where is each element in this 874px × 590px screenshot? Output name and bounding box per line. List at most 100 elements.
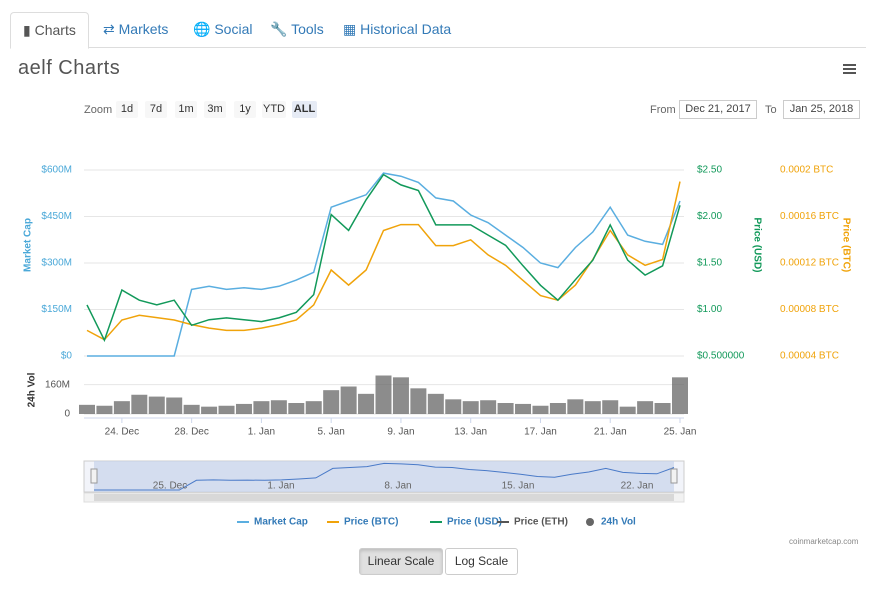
y-tick-label: 0.00012 BTC <box>780 258 839 269</box>
x-tick-label: 24. Dec <box>105 427 139 438</box>
volume-bar <box>288 403 305 414</box>
y-tick-label: $1.00 <box>697 304 722 315</box>
volume-bar <box>515 403 532 414</box>
volume-bar <box>235 403 252 414</box>
x-tick-label: 25. Jan <box>664 427 697 438</box>
navigator-label: 22. Jan <box>621 481 654 492</box>
volume-bar <box>532 405 549 414</box>
navigator-line <box>94 462 675 491</box>
volume-bar <box>201 406 218 414</box>
x-tick-label: 5. Jan <box>318 427 345 438</box>
y-tick-label: $1.50 <box>697 258 722 269</box>
x-tick-label: 28. Dec <box>174 427 208 438</box>
tab[interactable]: ▮ Charts <box>10 12 89 49</box>
y-tick-label: $600M <box>41 165 72 176</box>
scrollbar-thumb <box>94 494 674 501</box>
navigator-label: 8. Jan <box>384 481 411 492</box>
zoom-button[interactable]: 1m <box>175 101 197 118</box>
navigator-handle <box>670 468 678 484</box>
tab-bar: ▮ Charts ⇄ Markets 🌐 Social 🔧 Tools ▦ Hi… <box>10 12 866 49</box>
series-line <box>86 173 681 343</box>
tab[interactable]: 🔧 Tools <box>270 21 324 37</box>
credits: coinmarketcap.com <box>789 537 859 546</box>
tab-label: Historical Data <box>360 21 452 37</box>
y-tick-label: 160M <box>45 379 70 390</box>
series-line <box>86 181 681 341</box>
tab[interactable]: ⇄ Markets <box>103 21 169 37</box>
series-line <box>87 172 681 357</box>
volume-bar <box>672 377 688 414</box>
legend-symbol <box>586 518 594 526</box>
zoom-button[interactable]: 7d <box>145 101 167 118</box>
volume-bar <box>445 399 462 414</box>
scale-button[interactable]: Log Scale <box>445 548 518 575</box>
from-input[interactable]: Dec 21, 2017 <box>679 100 757 119</box>
volume-bar <box>567 399 584 414</box>
volume-bar <box>584 401 601 414</box>
x-tick-label: 17. Jan <box>524 427 557 438</box>
axis-title: Price (USD) <box>751 217 762 272</box>
zoom-button[interactable]: 3m <box>204 101 226 118</box>
volume-bar <box>270 400 287 414</box>
legend-entry[interactable]: 24h Vol <box>601 517 636 528</box>
volume-bar <box>602 400 619 414</box>
y-tick-label: 0.00016 BTC <box>780 211 839 222</box>
zoom-button[interactable]: 1y <box>234 101 256 118</box>
from-label: From <box>650 104 676 116</box>
volume-bar <box>375 375 392 414</box>
to-input[interactable]: Jan 25, 2018 <box>783 100 860 119</box>
scale-button[interactable]: Linear Scale <box>359 548 443 575</box>
volume-bar <box>480 400 497 414</box>
volume-bar <box>654 403 671 414</box>
legend-entry[interactable]: Price (BTC) <box>344 517 398 528</box>
volume-bar <box>96 405 113 414</box>
x-tick-label: 13. Jan <box>454 427 487 438</box>
y-tick-label: $450M <box>41 211 72 222</box>
volume-bar <box>549 403 566 414</box>
y-tick-label: $2.00 <box>697 211 722 222</box>
zoom-button[interactable]: ALL <box>292 101 317 118</box>
navigator-label: 15. Jan <box>502 481 535 492</box>
y-tick-label: $0 <box>61 351 73 362</box>
legend-entry[interactable]: Market Cap <box>254 517 308 528</box>
volume-bar <box>305 401 322 414</box>
volume-bar <box>340 386 357 414</box>
y-tick-label: 0 <box>64 409 70 420</box>
navigator-handle <box>90 468 98 484</box>
tab-label: Markets <box>118 21 169 37</box>
tab[interactable]: 🌐 Social <box>193 21 253 37</box>
axis-title: Market Cap <box>23 218 34 272</box>
legend-entry[interactable]: Price (ETH) <box>514 517 568 528</box>
y-tick-label: $2.50 <box>697 165 722 176</box>
axis-title: Price (BTC) <box>840 218 851 272</box>
menu-icon[interactable] <box>843 64 856 74</box>
navigator-selection <box>94 461 674 492</box>
tab-label: Charts <box>34 22 76 38</box>
y-tick-label: 0.00008 BTC <box>780 304 839 315</box>
volume-bar <box>462 401 479 414</box>
volume-bar <box>497 403 514 414</box>
navigator-label: 25. Dec <box>153 481 187 492</box>
tab-label: Tools <box>291 21 324 37</box>
legend-entry[interactable]: Price (USD) <box>447 517 502 528</box>
y-tick-label: $0.500000 <box>697 351 745 362</box>
volume-bar <box>358 393 375 414</box>
volume-bar <box>637 401 654 414</box>
zoom-button[interactable]: YTD <box>262 101 286 118</box>
volume-bar <box>113 401 130 414</box>
volume-bar <box>166 397 183 414</box>
y-tick-label: 0.0002 BTC <box>780 165 833 176</box>
volume-bar <box>323 390 340 414</box>
tab[interactable]: ▦ Historical Data <box>343 21 452 37</box>
x-tick-label: 9. Jan <box>387 427 414 438</box>
zoom-button[interactable]: 1d <box>116 101 138 118</box>
axis-title: 24h Vol <box>27 372 38 407</box>
y-tick-label: $150M <box>41 304 72 315</box>
to-label: To <box>765 104 777 116</box>
volume-bar <box>392 377 409 414</box>
x-tick-label: 21. Jan <box>594 427 627 438</box>
volume-bar <box>410 388 427 414</box>
volume-bar <box>79 404 95 414</box>
